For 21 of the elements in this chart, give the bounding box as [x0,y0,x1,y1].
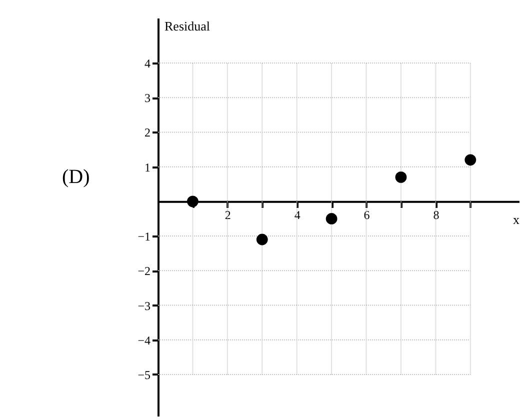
point [256,234,268,246]
y-tick-label: 1 [144,160,150,174]
x-tick-label: 2 [224,208,231,222]
x-tick-label: 8 [433,208,440,222]
x-axis-title: x [513,212,520,227]
y-tick-label: −1 [138,230,150,244]
point [326,213,338,224]
x-tick-label: 4 [294,208,300,222]
y-tick-label: −5 [138,368,150,382]
point [187,196,198,208]
point [395,172,407,183]
y-tick-label: −3 [138,298,150,313]
text: (D) [62,166,90,189]
y-tick-label: 3 [144,91,150,106]
y-tick-label: −4 [138,333,150,348]
y-tick-label: −2 [138,264,150,278]
y-tick-label: 4 [144,56,150,70]
y-tick-label: 2 [144,126,150,140]
y-axis-title: Residual [164,18,210,34]
x-tick-label: 6 [364,208,370,222]
point [464,154,476,166]
